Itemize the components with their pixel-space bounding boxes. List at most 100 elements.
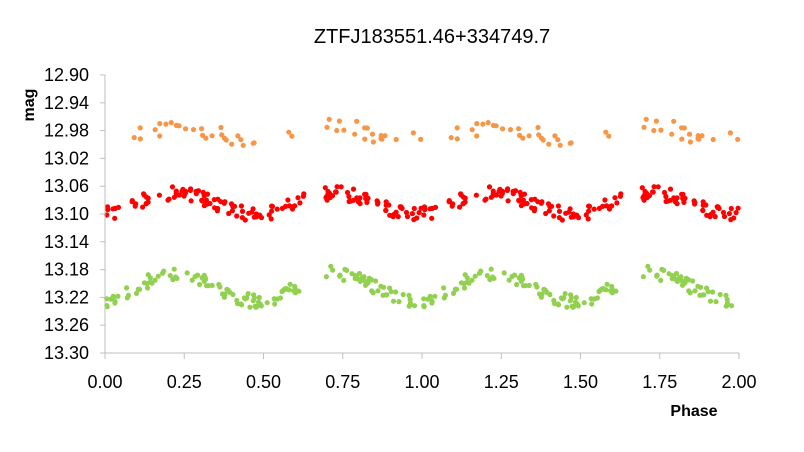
data-point	[197, 281, 203, 288]
data-point	[115, 293, 121, 299]
data-point	[226, 210, 232, 217]
chart-title: ZTFJ183551.46+334749.7	[314, 26, 550, 48]
data-point	[182, 190, 188, 196]
data-point	[330, 267, 336, 273]
x-tick-label: 1.25	[484, 372, 519, 392]
data-point	[282, 286, 289, 292]
data-point	[250, 140, 256, 146]
data-point	[484, 273, 490, 279]
x-tick-label: 2.00	[721, 372, 756, 392]
data-point	[449, 203, 455, 209]
data-point	[404, 213, 411, 220]
data-point	[499, 190, 505, 196]
data-point	[268, 216, 274, 222]
data-point	[672, 199, 678, 205]
data-point	[687, 290, 693, 296]
data-point	[359, 275, 365, 281]
data-point	[669, 131, 675, 137]
data-point	[370, 290, 376, 296]
data-point	[144, 285, 151, 291]
data-point	[269, 203, 275, 209]
y-tick-label: 13.10	[44, 204, 89, 224]
data-point	[545, 201, 552, 207]
data-point	[486, 184, 493, 190]
data-point	[333, 189, 339, 195]
data-point	[562, 291, 568, 297]
data-point	[540, 137, 546, 143]
data-point	[705, 289, 711, 295]
data-point	[251, 214, 257, 220]
data-point	[188, 198, 194, 204]
data-point	[485, 120, 491, 126]
data-point	[382, 133, 388, 139]
data-point	[362, 125, 368, 131]
data-point	[506, 277, 512, 283]
data-point	[720, 209, 727, 216]
data-point	[614, 200, 620, 206]
data-point	[583, 212, 589, 218]
data-point	[551, 297, 557, 304]
y-tick-label: 12.90	[44, 65, 89, 85]
data-point	[536, 291, 543, 297]
data-point	[407, 296, 413, 303]
data-point	[642, 188, 648, 195]
data-point	[173, 122, 179, 128]
data-point	[707, 298, 714, 304]
data-point	[285, 197, 291, 203]
x-axis-ticks: 0.00 0.25 0.50 0.75 1.00 1.25 1.50 1.75 2.00	[87, 353, 757, 392]
data-point	[567, 140, 573, 146]
data-point	[338, 184, 344, 190]
y-tick-label: 13.26	[44, 315, 89, 335]
data-point	[152, 127, 158, 133]
data-point	[344, 267, 350, 273]
data-point	[169, 184, 176, 190]
data-point	[712, 214, 718, 220]
data-point	[368, 277, 374, 283]
data-point	[568, 292, 574, 298]
data-point	[228, 201, 235, 207]
data-point	[472, 273, 478, 279]
data-point	[461, 285, 468, 291]
data-point	[174, 275, 180, 281]
data-point	[421, 212, 427, 218]
data-point	[701, 292, 707, 298]
data-point	[567, 206, 573, 212]
data-point	[685, 277, 691, 283]
data-point	[581, 300, 587, 306]
data-point	[189, 277, 195, 283]
data-point	[400, 291, 406, 298]
y-tick-label: 12.98	[44, 121, 89, 141]
data-point	[640, 274, 647, 280]
data-point	[403, 209, 410, 216]
data-point	[529, 205, 535, 211]
data-point	[341, 277, 347, 283]
data-point	[125, 292, 131, 298]
data-point	[204, 191, 211, 197]
data-point	[390, 214, 396, 220]
data-point	[234, 213, 240, 219]
data-point	[145, 272, 151, 278]
data-point	[348, 198, 354, 204]
data-point	[159, 270, 166, 276]
data-point	[612, 195, 618, 201]
data-point	[135, 286, 141, 292]
data-point	[473, 192, 479, 198]
data-point	[509, 273, 515, 280]
data-point	[646, 193, 653, 199]
data-point	[201, 278, 207, 284]
data-point	[296, 288, 302, 294]
data-point	[325, 188, 331, 195]
x-tick-label: 1.50	[563, 372, 598, 392]
data-point	[497, 186, 503, 192]
data-point	[144, 281, 150, 287]
data-point	[421, 303, 427, 309]
data-point	[507, 127, 514, 133]
data-point	[399, 205, 405, 211]
data-point	[690, 278, 696, 284]
data-point	[639, 185, 645, 191]
data-point	[209, 133, 215, 139]
data-point	[723, 292, 729, 298]
data-point	[516, 198, 523, 204]
data-point	[490, 192, 497, 198]
data-point	[132, 203, 138, 209]
